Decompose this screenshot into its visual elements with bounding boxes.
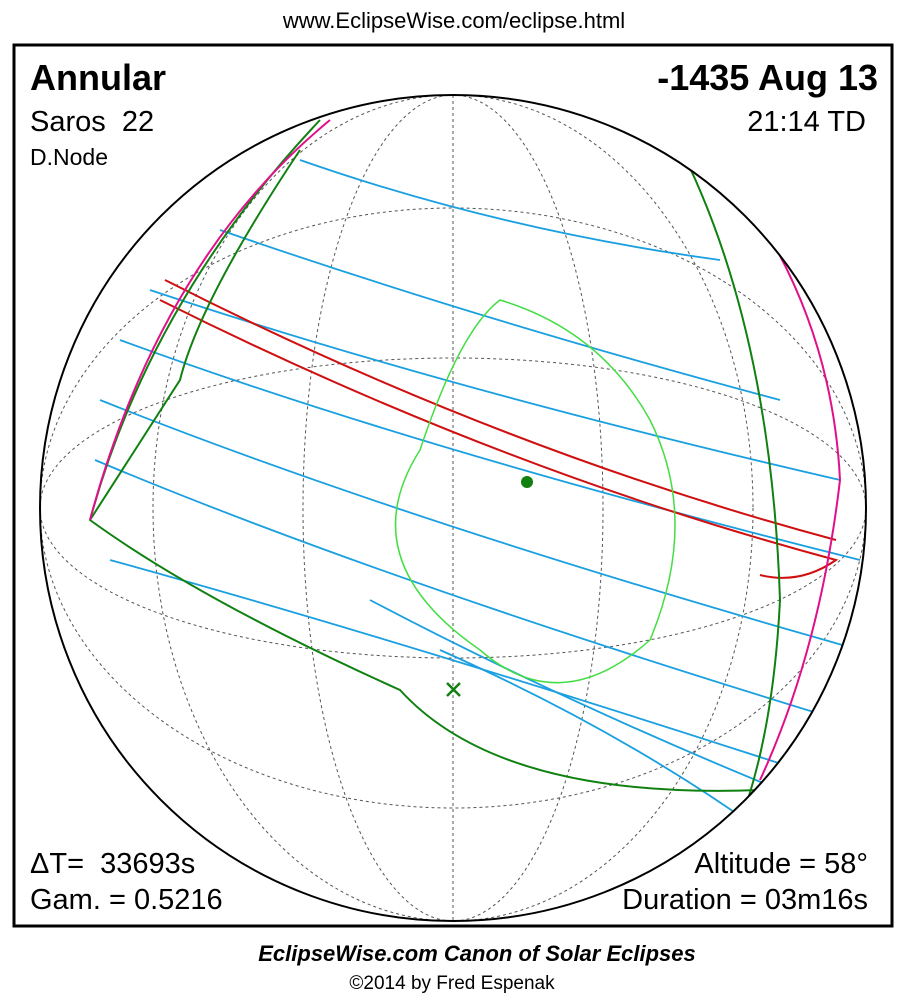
borders bbox=[394, 299, 676, 684]
footer-title: EclipseWise.com Canon of Solar Eclipses bbox=[258, 941, 696, 966]
url: www.EclipseWise.com/eclipse.html bbox=[282, 8, 625, 33]
central-path bbox=[159, 279, 839, 579]
gamma: Gam. = 0.5216 bbox=[30, 884, 223, 916]
date: -1435 Aug 13 bbox=[657, 57, 878, 98]
saros: Saros 22 bbox=[30, 106, 154, 138]
graticule bbox=[40, 95, 866, 921]
altitude: Altitude = 58° bbox=[694, 848, 868, 880]
copyright: ©2014 by Fred Espenak bbox=[349, 973, 555, 994]
globe-outline bbox=[39, 94, 867, 922]
eclipse-type: Annular bbox=[30, 57, 166, 98]
node: D.Node bbox=[30, 144, 108, 170]
contour-lines bbox=[94, 159, 861, 831]
time: 21:14 TD bbox=[747, 106, 866, 138]
sub-point bbox=[446, 682, 461, 697]
delta-t: ΔT= 33693s bbox=[30, 848, 195, 880]
duration: Duration = 03m16s bbox=[622, 884, 868, 916]
greatest-eclipse bbox=[521, 476, 533, 488]
